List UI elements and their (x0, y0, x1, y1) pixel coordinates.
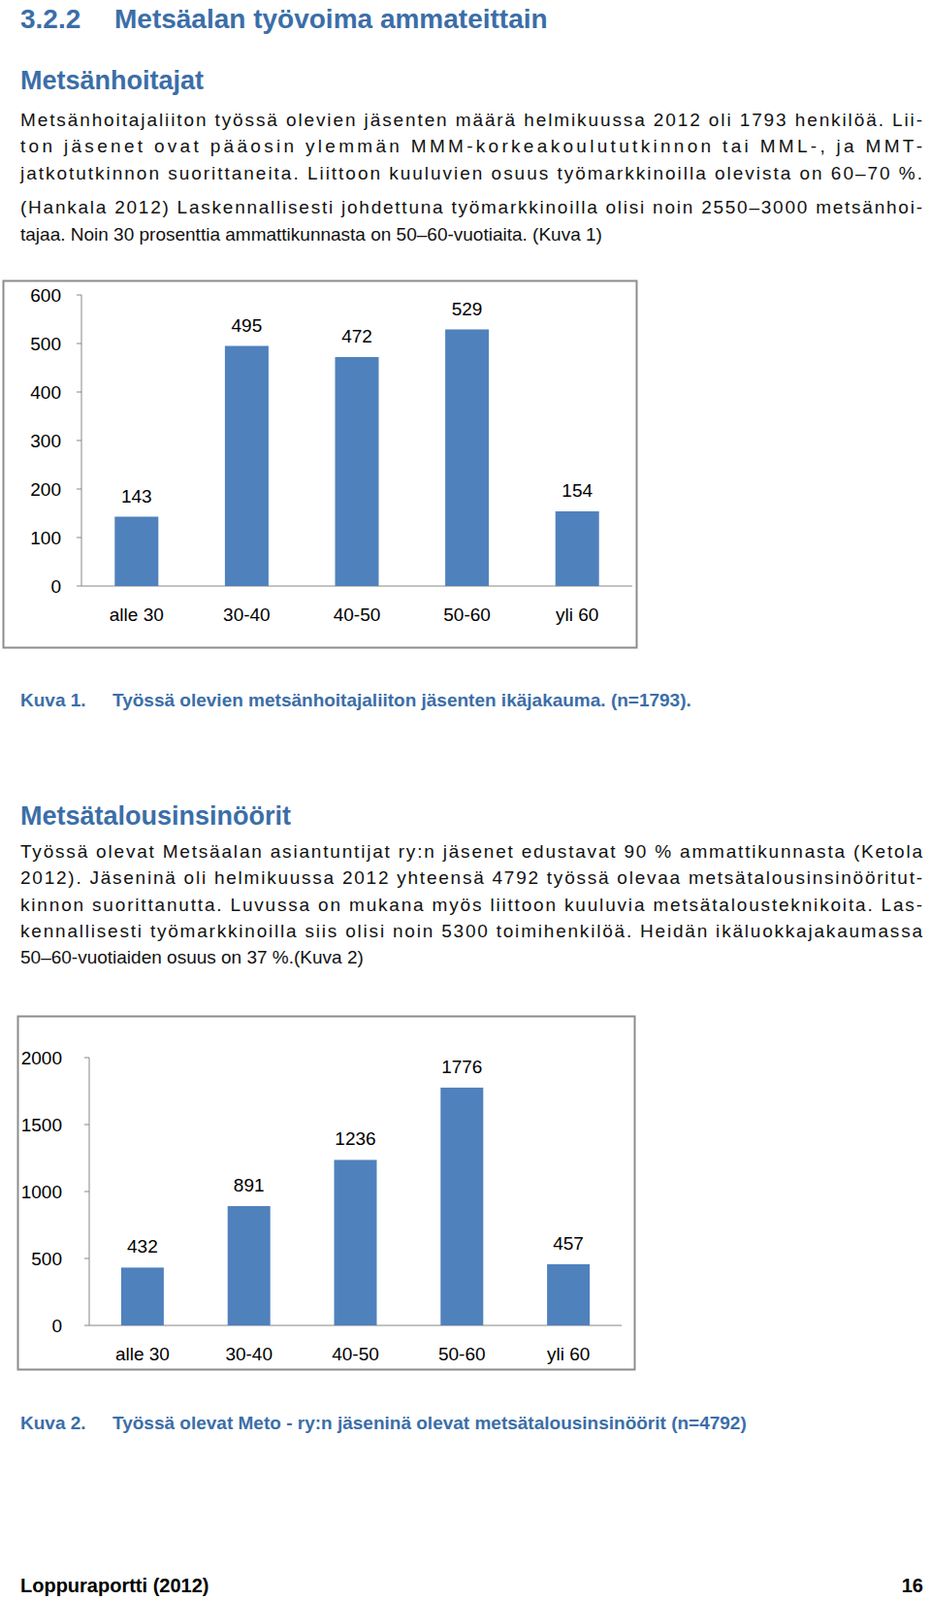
chart: 0 100 200 300 400 500 600 alle 30 30-40 40-50 50-6… (3, 281, 638, 648)
data-label: 472 (341, 325, 373, 347)
y-tick (76, 391, 82, 393)
y-tick (84, 1257, 90, 1259)
bar (121, 1266, 164, 1325)
body-line: kinnon suorittanutta. Luvussa on mukana … (20, 894, 923, 915)
x-tick-label: 30-40 (223, 604, 271, 625)
bar (555, 511, 600, 586)
bar (546, 1263, 590, 1325)
bar (445, 329, 489, 587)
body-line: 50–60-vuotiaiden osuus on 37 %.(Kuva 2) (20, 946, 364, 967)
bar (224, 346, 269, 587)
data-label: 457 (552, 1232, 584, 1253)
bar (440, 1087, 483, 1325)
body-line: Metsänhoitajaliiton työssä olevien jäsen… (20, 109, 923, 130)
bars (121, 1087, 590, 1325)
y-tick (84, 1190, 90, 1192)
x-tick-label: 40-50 (331, 1343, 380, 1364)
data-label: 495 (231, 315, 263, 336)
y-tick (76, 585, 82, 587)
x-tick-label: 40-50 (333, 604, 382, 625)
bar (114, 516, 159, 587)
y-tick (76, 537, 82, 539)
x-tick-label: yli 60 (546, 1343, 590, 1364)
figure-label: Kuva 1. (20, 689, 87, 710)
x-tick-label: alle 30 (115, 1343, 170, 1364)
x-tick-label: 50-60 (443, 604, 491, 625)
y-tick-label: 0 (50, 576, 62, 597)
y-tick (76, 440, 82, 442)
body-line: tajaa. Noin 30 prosenttia ammattikunnast… (20, 224, 603, 245)
body-line: Työssä olevat Metsäalan asiantuntijat ry… (20, 840, 923, 862)
y-tick-label: 200 (30, 479, 62, 500)
y-tick-label: 1000 (21, 1181, 63, 1202)
data-label: 432 (127, 1235, 159, 1256)
subheading: Metsätalousinsinöörit (20, 801, 291, 831)
y-tick-label: 2000 (21, 1047, 63, 1068)
bar (335, 356, 380, 586)
body-line: (Hankala 2012) Laskennallisesti johdettu… (20, 196, 923, 218)
y-tick (76, 294, 82, 296)
section-number: 3.2.2 (20, 3, 81, 34)
y-tick-label: 400 (30, 382, 62, 403)
y-tick (76, 343, 82, 345)
bar (227, 1205, 271, 1325)
bars (114, 329, 599, 587)
body-line: 2012). Jäseninä oli helmikuussa 2012 yht… (20, 866, 923, 888)
x-tick-label: 30-40 (224, 1343, 273, 1364)
subheading: Metsänhoitajat (20, 65, 204, 96)
chart-frame (3, 281, 638, 648)
data-label: 1776 (441, 1056, 482, 1077)
section-title: Metsäalan työvoima ammateittain (114, 3, 548, 34)
chart: 0 500 1000 1500 2000 alle 30 30-40 40-50 50-60 yl… (18, 1016, 636, 1370)
data-label: 529 (451, 298, 483, 320)
x-tick-label: 50-60 (438, 1343, 486, 1364)
bar (334, 1158, 378, 1325)
data-label: 143 (121, 485, 153, 507)
body-line: ton jäsenet ovat pääosin ylemmän MMM-kor… (20, 135, 923, 157)
y-tick-label: 1500 (21, 1114, 63, 1135)
chart-frame (18, 1016, 636, 1370)
y-tick (84, 1324, 90, 1326)
y-tick-label: 500 (31, 1248, 63, 1269)
page: 3.2.2 Metsäalan työvoima ammateittain Mets… (0, 0, 931, 1600)
data-label: 891 (233, 1174, 265, 1195)
y-tick-label: 100 (30, 527, 62, 548)
page-number: 16 (901, 1573, 924, 1596)
figure-caption: Työssä olevien metsänhoitajaliiton jäsen… (112, 689, 692, 710)
body-line: jatkotutkinnon suorittaneita. Liittoon k… (19, 162, 923, 184)
y-tick-label: 0 (51, 1315, 63, 1336)
y-tick (84, 1123, 90, 1125)
y-tick (76, 488, 82, 490)
data-label: 154 (561, 480, 593, 501)
y-tick-label: 300 (30, 430, 62, 451)
figure-caption: Työssä olevat Meto - ry:n jäseninä oleva… (112, 1412, 747, 1433)
y-tick (84, 1057, 90, 1059)
x-tick-label: alle 30 (109, 604, 164, 625)
y-tick-label: 500 (30, 333, 62, 354)
y-tick-label: 600 (30, 285, 62, 306)
footer-left: Loppuraportti (2012) (20, 1573, 209, 1596)
body-line: kennallisesti työmarkkinoilla siis olisi… (20, 920, 923, 941)
data-label: 1236 (334, 1127, 376, 1149)
figure-label: Kuva 2. (20, 1412, 87, 1433)
x-tick-label: yli 60 (555, 604, 599, 625)
